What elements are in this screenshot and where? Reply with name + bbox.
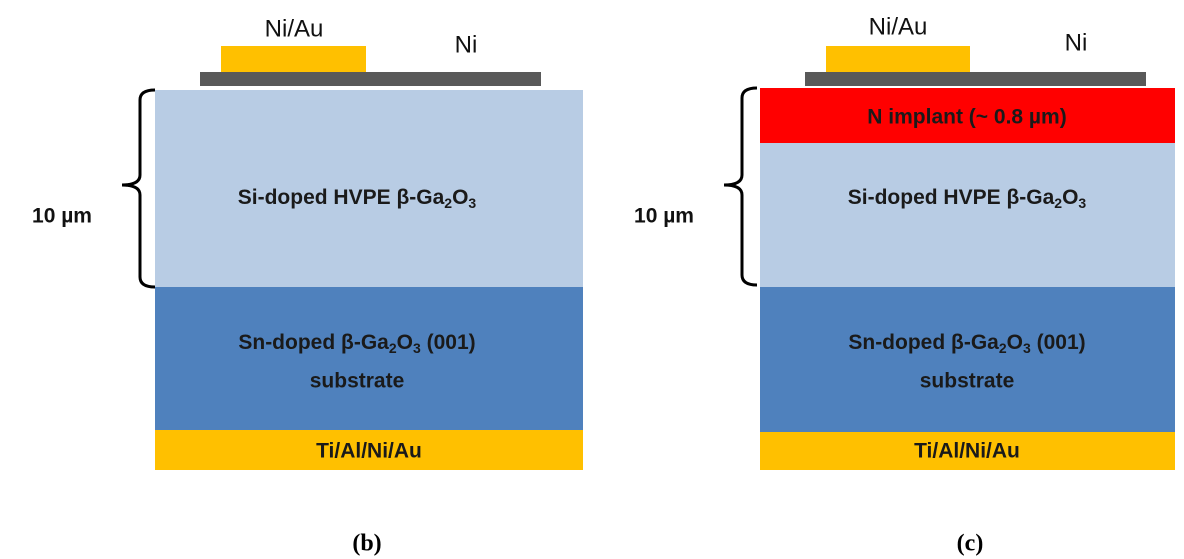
text: Sn-doped β-Ga <box>848 331 999 354</box>
ni-au-contact <box>826 46 970 72</box>
sub: 2 <box>444 195 452 211</box>
panel-label: (c) <box>957 531 984 557</box>
text: Sn-doped β-Ga <box>238 331 389 354</box>
thickness-label: 10 µm <box>32 205 92 228</box>
back-contact-label: Ti/Al/Ni/Au <box>914 440 1020 463</box>
substrate-label: Sn-doped β-Ga2O3 (001) <box>238 331 475 356</box>
text: O <box>452 186 468 209</box>
ni-au-label: Ni/Au <box>265 15 324 42</box>
sub: 3 <box>468 195 476 211</box>
substrate-label: Sn-doped β-Ga2O3 (001) <box>848 331 1085 356</box>
sub: 3 <box>1078 195 1086 211</box>
panel-label: (b) <box>352 531 381 557</box>
ni-label: Ni <box>1065 29 1088 56</box>
text: Si-doped HVPE β-Ga <box>238 186 445 209</box>
substrate-layer <box>155 287 583 430</box>
thickness-label: 10 µm <box>634 205 694 228</box>
sub: 3 <box>1023 340 1031 356</box>
substrate-layer <box>760 287 1175 432</box>
text: O <box>1062 186 1078 209</box>
ni-layer <box>200 72 541 86</box>
substrate-label-2: substrate <box>310 370 405 393</box>
ni-label: Ni <box>455 31 478 58</box>
text: O <box>397 331 413 354</box>
sub: 2 <box>389 340 397 356</box>
substrate-label-2: substrate <box>920 370 1015 393</box>
epi-label: Si-doped HVPE β-Ga2O3 <box>238 186 477 211</box>
sub: 3 <box>413 340 421 356</box>
text: O <box>1007 331 1023 354</box>
epi-label: Si-doped HVPE β-Ga2O3 <box>848 186 1087 211</box>
panel-c: Ni/Au Ni 10 µm N implant (~ 0.8 µm) Si-d… <box>634 13 1175 556</box>
bracket <box>122 90 155 287</box>
text: (001) <box>1031 331 1086 354</box>
ni-au-label: Ni/Au <box>869 13 928 40</box>
sub: 2 <box>999 340 1007 356</box>
panel-b: Ni/Au Ni 10 µm Si-doped HVPE β-Ga2O3 Sn-… <box>32 15 583 556</box>
diagram: Ni/Au Ni 10 µm Si-doped HVPE β-Ga2O3 Sn-… <box>0 0 1184 559</box>
text: Si-doped HVPE β-Ga <box>848 186 1055 209</box>
bracket <box>724 88 757 285</box>
ni-au-contact <box>221 46 366 72</box>
back-contact-label: Ti/Al/Ni/Au <box>316 440 422 463</box>
sub: 2 <box>1054 195 1062 211</box>
text: (001) <box>421 331 476 354</box>
ni-layer <box>805 72 1146 86</box>
epi-layer <box>760 143 1175 287</box>
implant-label: N implant (~ 0.8 µm) <box>867 106 1066 129</box>
